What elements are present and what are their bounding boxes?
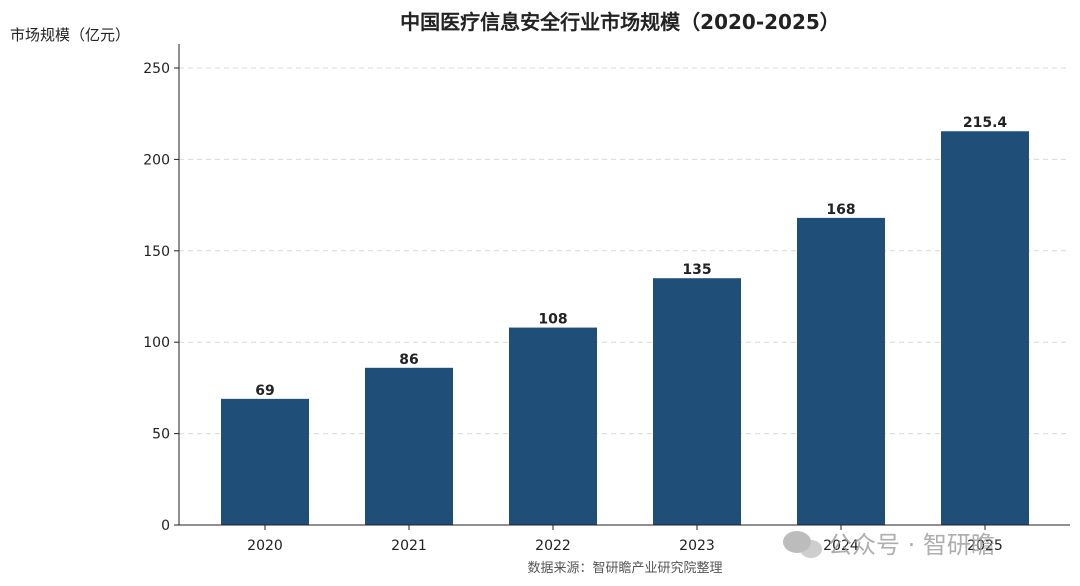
watermark: 公众号 · 智研瞻	[783, 531, 995, 559]
data-label: 215.4	[963, 115, 1008, 131]
bar	[509, 327, 597, 525]
y-tick-label: 100	[143, 335, 170, 351]
y-tick-label: 0	[161, 518, 170, 534]
wechat-icon	[783, 531, 822, 558]
x-tick-label: 2024	[823, 538, 859, 554]
x-tick-label: 2022	[535, 538, 571, 554]
y-axis-label: 市场规模（亿元）	[10, 26, 130, 44]
data-label: 69	[255, 383, 274, 399]
data-label: 168	[826, 202, 855, 218]
chart-title: 中国医疗信息安全行业市场规模（2020-2025）	[400, 10, 840, 34]
gridlines	[179, 67, 1070, 435]
y-tick-label: 50	[152, 427, 170, 443]
watermark-text: 公众号 · 智研瞻	[828, 531, 995, 559]
x-axis-ticks: 2020 2021 2022 2023 2024 2025	[247, 525, 1003, 554]
bar	[221, 398, 309, 525]
x-tick-label: 2021	[391, 538, 427, 554]
bar	[365, 367, 453, 525]
bar	[941, 131, 1029, 526]
x-tick-label: 2020	[247, 538, 283, 554]
source-note: 数据来源：智研瞻产业研究院整理	[527, 561, 722, 576]
data-label: 135	[682, 262, 711, 278]
x-tick-label: 2025	[967, 538, 1003, 554]
bar	[797, 217, 885, 525]
data-labels: 69 86 108 135 168 215.4	[255, 115, 1007, 399]
y-axis-ticks: 0 50 100 150 200 250	[143, 61, 179, 534]
bars	[221, 131, 1029, 526]
y-tick-label: 150	[143, 244, 170, 260]
bar	[653, 278, 741, 525]
y-tick-label: 250	[143, 61, 170, 77]
y-tick-label: 200	[143, 152, 170, 168]
data-label: 108	[538, 312, 567, 328]
data-label: 86	[399, 352, 418, 368]
x-tick-label: 2023	[679, 538, 715, 554]
